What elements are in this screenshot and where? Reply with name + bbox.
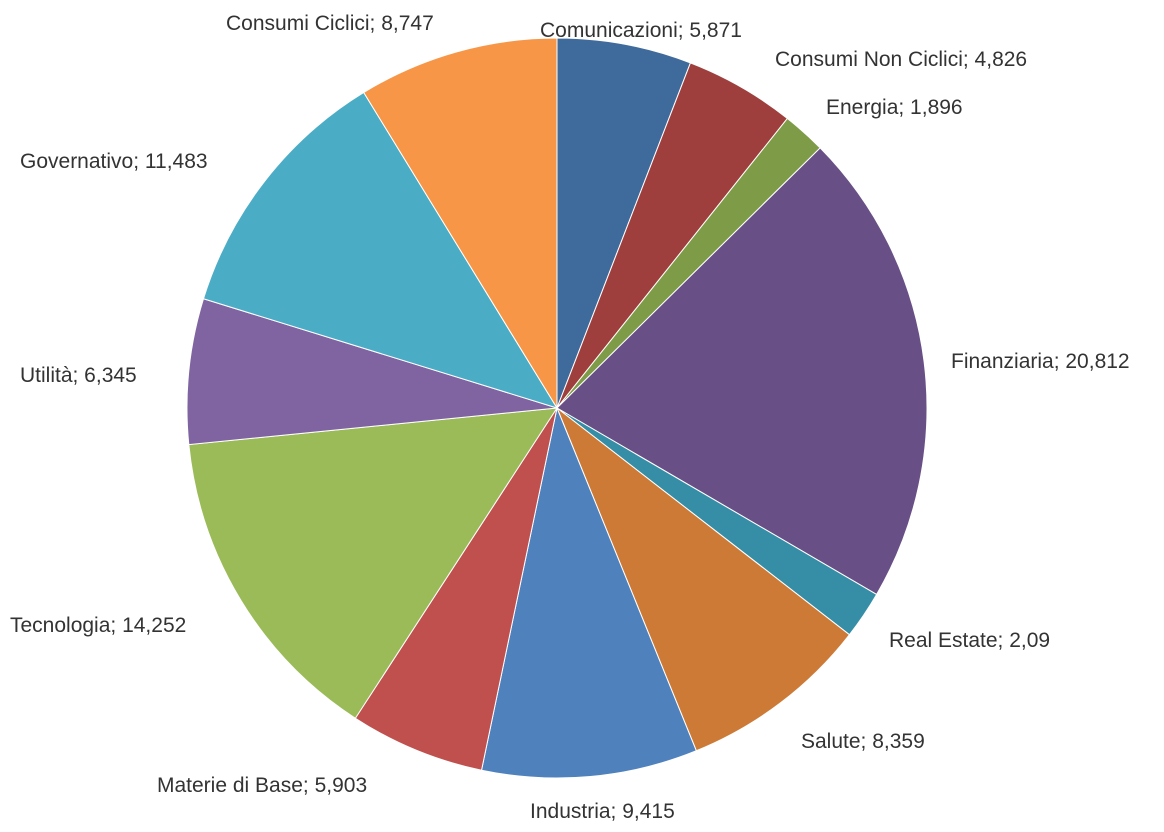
pie-slices	[186, 37, 928, 779]
label-consumi-non-ciclici: Consumi Non Ciclici; 4,826	[775, 48, 1027, 71]
pie-slice-finanziaria	[556, 147, 928, 596]
label-salute: Salute; 8,359	[801, 730, 925, 753]
slice-labels: Comunicazioni; 5,871 Consumi Non Ciclici…	[10, 12, 1130, 823]
pie-slice-salute	[555, 406, 851, 752]
label-materie-di-base: Materie di Base; 5,903	[157, 774, 367, 797]
pie-slice-consumi-ciclici	[363, 37, 558, 410]
label-comunicazioni: Comunicazioni; 5,871	[540, 19, 742, 42]
label-energia: Energia; 1,896	[826, 96, 963, 119]
pie-slice-tecnologia	[188, 407, 558, 719]
label-consumi-ciclici: Consumi Ciclici; 8,747	[226, 12, 434, 35]
pie-slice-governativo	[202, 91, 559, 409]
pie-slice-industria	[480, 406, 697, 779]
label-governativo: Governativo; 11,483	[20, 150, 208, 173]
label-real-estate: Real Estate; 2,09	[889, 629, 1050, 652]
pie-slice-utilit-	[186, 298, 558, 446]
label-tecnologia: Tecnologia; 14,252	[10, 614, 186, 637]
label-utilita: Utilità; 6,345	[20, 364, 137, 387]
pie-slice-comunicazioni	[556, 37, 692, 409]
label-industria: Industria; 9,415	[530, 800, 675, 823]
label-finanziaria: Finanziaria; 20,812	[951, 350, 1130, 373]
pie-slice-materie-di-base	[354, 407, 558, 771]
